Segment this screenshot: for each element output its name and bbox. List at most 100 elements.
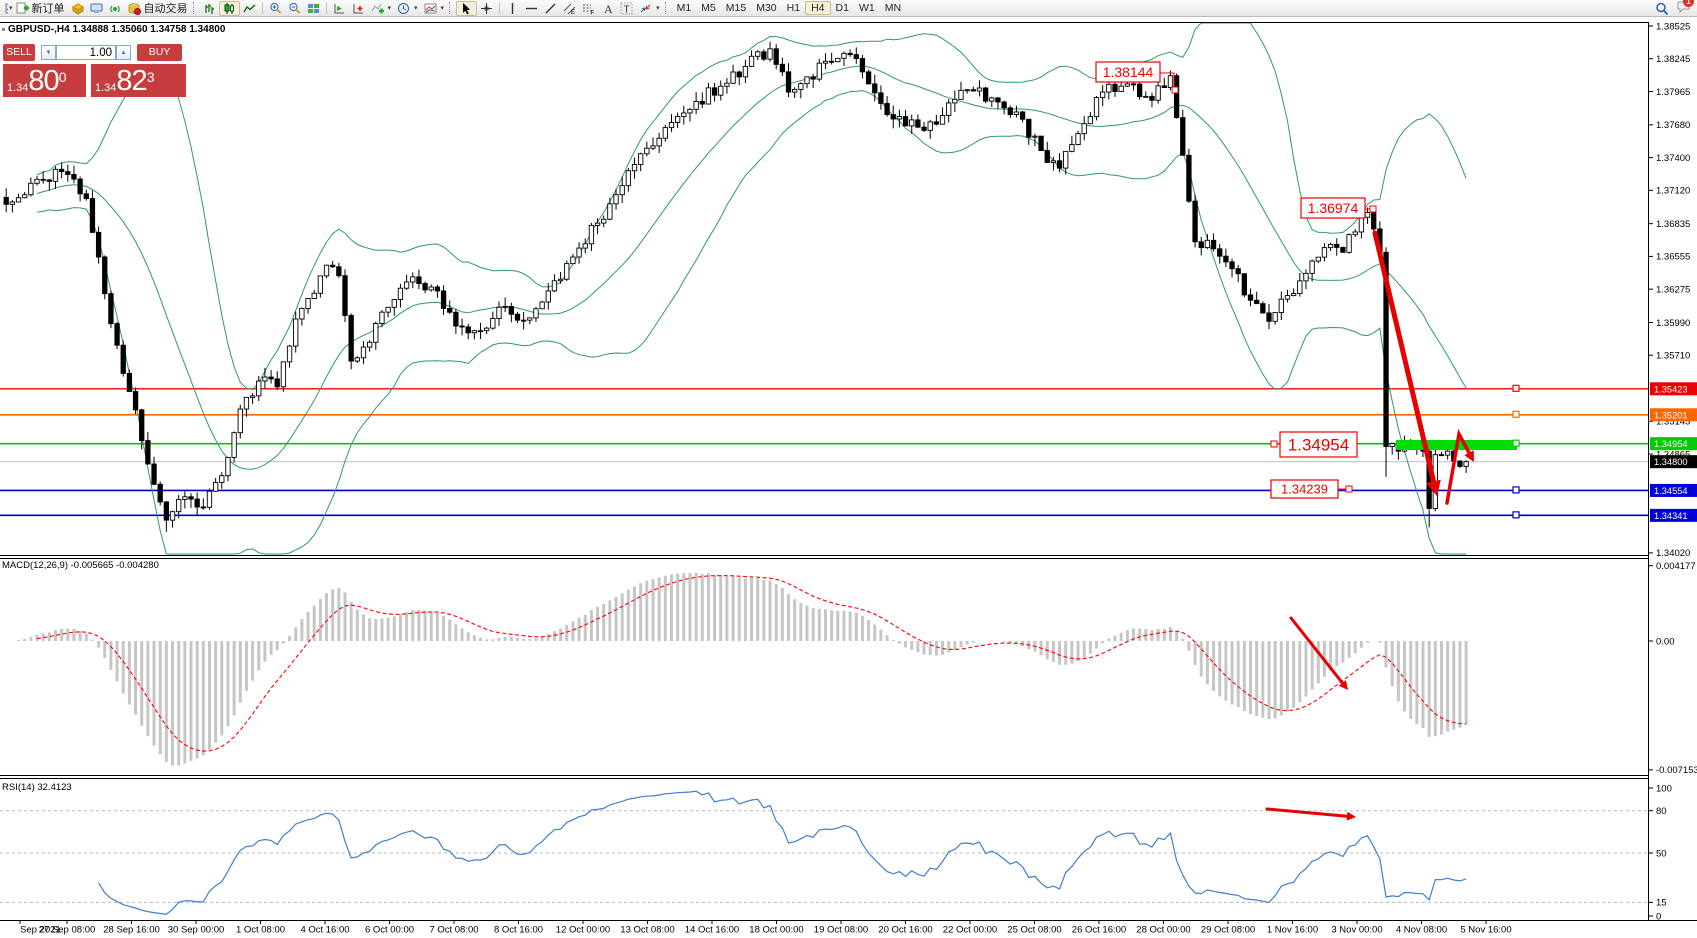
svg-text:4 Oct 16:00: 4 Oct 16:00 — [300, 925, 349, 936]
svg-text:1.35710: 1.35710 — [1656, 351, 1690, 362]
svg-text:29 Oct 08:00: 29 Oct 08:00 — [1201, 925, 1255, 936]
arrows-tool-button[interactable]: ▾ — [636, 1, 663, 16]
annotation-arrows[interactable] — [1265, 230, 1474, 821]
svg-text:12 Oct 00:00: 12 Oct 00:00 — [556, 925, 610, 936]
text-icon[interactable]: A — [598, 2, 617, 15]
horizontal-line-icon[interactable] — [522, 2, 541, 15]
new-order-button[interactable]: 新订单 — [13, 1, 68, 16]
timeframe-d1[interactable]: D1 — [835, 2, 849, 14]
template-icon — [424, 2, 437, 15]
svg-text:26 Oct 16:00: 26 Oct 16:00 — [1072, 925, 1126, 936]
svg-text:-0.007153: -0.007153 — [1656, 765, 1697, 776]
tile-windows-icon[interactable] — [304, 2, 323, 15]
svg-text:20 Oct 16:00: 20 Oct 16:00 — [878, 925, 932, 936]
svg-text:4 Nov 08:00: 4 Nov 08:00 — [1396, 925, 1447, 936]
svg-text:0: 0 — [1656, 911, 1661, 922]
chart-window-icon[interactable] — [1, 2, 8, 15]
chevron-down-icon: ▾ — [387, 5, 392, 12]
market-watch-button[interactable] — [87, 1, 106, 16]
svg-text:1.34554: 1.34554 — [1654, 486, 1688, 496]
buy-price-prefix: 1.34 — [95, 82, 117, 94]
sell-price-prefix: 1.34 — [7, 82, 29, 94]
svg-text:8 Oct 16:00: 8 Oct 16:00 — [494, 925, 543, 936]
sell-button[interactable]: SELL — [3, 44, 35, 61]
svg-text:28 Sep 16:00: 28 Sep 16:00 — [103, 925, 160, 936]
trend-arrow — [1372, 230, 1437, 484]
cursor-icon[interactable] — [456, 0, 478, 16]
svg-text:Sep 2021: Sep 2021 — [20, 925, 61, 936]
notifications-button[interactable]: 1 — [1676, 0, 1694, 16]
svg-text:1.38245: 1.38245 — [1656, 54, 1690, 65]
templates-button[interactable]: ▾ — [421, 1, 448, 16]
signals-button[interactable] — [106, 1, 125, 16]
line-anchor-square — [1512, 511, 1520, 519]
buy-price-sup: 3 — [146, 69, 155, 85]
price-annotation-box — [1095, 61, 1161, 83]
autotrading-button[interactable]: 自动交易 — [125, 1, 191, 16]
volume-input[interactable] — [56, 45, 116, 60]
timeframe-m30[interactable]: M30 — [756, 2, 777, 14]
one-click-trading-panel: SELL ▼ ▲ BUY 1.34 80 0 1.34 82 3 — [3, 44, 189, 97]
indicators-button[interactable]: ▾ — [368, 1, 395, 16]
sell-price-button[interactable]: 1.34 80 0 — [3, 64, 86, 97]
timeframe-h1[interactable]: H1 — [786, 2, 801, 14]
svg-text:1.37680: 1.37680 — [1656, 120, 1690, 131]
timeframe-group: M1 M5 M15 M30 H1 H4 D1 W1 MN — [672, 1, 906, 15]
price-tags: 1.35423 1.35201 1.34954 1.34800 1.34554 1.343… — [1512, 382, 1697, 522]
svg-text:3 Nov 00:00: 3 Nov 00:00 — [1331, 925, 1382, 936]
toolbar-handle[interactable] — [664, 2, 670, 14]
candlestick-chart-type-icon[interactable] — [218, 0, 240, 16]
timeframe-m5[interactable]: M5 — [701, 2, 716, 14]
trend-arrow — [1445, 428, 1471, 505]
price-annotation-text: 1.36974 — [1308, 200, 1359, 216]
autotrading-icon — [128, 2, 141, 15]
timeframe-m15[interactable]: M15 — [725, 2, 747, 14]
signal-icon — [109, 2, 122, 15]
crosshair-icon[interactable] — [477, 2, 496, 15]
svg-text:7 Oct 08:00: 7 Oct 08:00 — [429, 925, 478, 936]
toolbar-handle[interactable] — [192, 2, 198, 14]
auto-scroll-icon[interactable] — [330, 2, 349, 15]
vertical-line-icon[interactable] — [503, 2, 522, 15]
fibonacci-icon[interactable]: F — [579, 2, 598, 15]
periods-button[interactable]: ▾ — [394, 1, 421, 16]
svg-text:T: T — [624, 4, 630, 15]
toolbar-handle[interactable] — [449, 2, 454, 14]
svg-text:F: F — [591, 10, 595, 15]
buy-button[interactable]: BUY — [137, 44, 182, 61]
zoom-in-icon[interactable] — [266, 2, 285, 15]
macd-panel — [17, 572, 1468, 766]
timeframe-m1[interactable]: M1 — [676, 2, 692, 14]
text-label-icon[interactable]: T — [617, 2, 636, 15]
price-label-annotations[interactable]: 1.38144 1.36974 1.34954 1.34239 — [1095, 61, 1377, 499]
search-icon[interactable] — [1655, 2, 1669, 15]
trendline-icon[interactable] — [541, 2, 560, 15]
svg-text:1 Nov 16:00: 1 Nov 16:00 — [1267, 925, 1318, 936]
volume-increase-button[interactable]: ▲ — [116, 45, 131, 60]
timeframe-w1[interactable]: W1 — [858, 2, 875, 14]
bar-chart-type-icon[interactable] — [200, 2, 219, 15]
horizontal-line-objects[interactable] — [0, 388, 1648, 517]
buy-price-button[interactable]: 1.34 82 3 — [91, 64, 186, 97]
chart-shift-icon[interactable] — [349, 2, 368, 15]
svg-text:25 Oct 08:00: 25 Oct 08:00 — [1007, 925, 1061, 936]
timeframe-mn[interactable]: MN — [884, 2, 902, 14]
volume-decrease-button[interactable]: ▼ — [41, 45, 56, 60]
svg-text:100: 100 — [1656, 783, 1672, 794]
channel-icon[interactable]: E — [560, 2, 579, 15]
svg-text:13 Oct 08:00: 13 Oct 08:00 — [620, 925, 674, 936]
tester-button[interactable] — [68, 1, 87, 16]
line-chart-type-icon[interactable] — [240, 2, 259, 15]
timeframe-h4[interactable]: H4 — [805, 1, 831, 15]
candles — [3, 41, 1469, 532]
toolbar: ▾ 新订单 自动交易 ▾ ▾ ▾ E F A — [0, 0, 1697, 17]
buy-price-big: 82 — [116, 65, 147, 97]
symbol-ohlc-line: GBPUSD-,H4 1.34888 1.35060 1.34758 1.348… — [8, 24, 226, 35]
panel-caret[interactable] — [2, 28, 5, 31]
svg-text:80: 80 — [1656, 806, 1667, 817]
chevron-down-icon[interactable]: ▾ — [9, 5, 13, 12]
zoom-out-icon[interactable] — [285, 2, 304, 15]
svg-text:27 Sep 08:00: 27 Sep 08:00 — [39, 925, 96, 936]
svg-text:1.34020: 1.34020 — [1656, 548, 1690, 559]
